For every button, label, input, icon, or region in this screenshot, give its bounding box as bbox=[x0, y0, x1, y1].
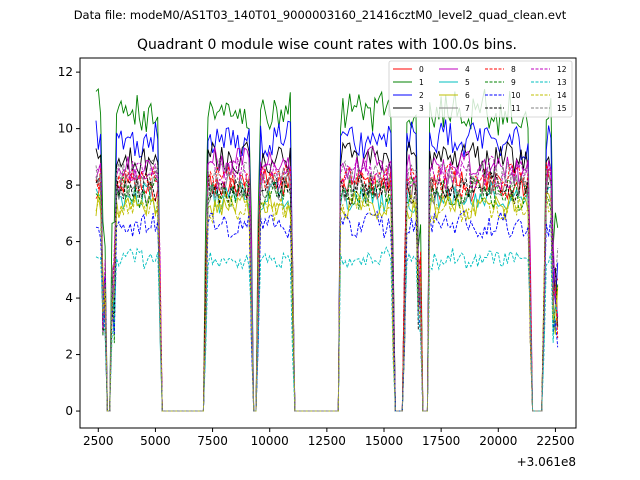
legend-label-10: 10 bbox=[511, 91, 521, 100]
x-offset-label: +3.061e8 bbox=[517, 455, 576, 469]
series-line-module-0 bbox=[95, 167, 559, 412]
legend-label-12: 12 bbox=[557, 65, 567, 74]
legend-label-14: 14 bbox=[557, 91, 567, 100]
series-line-module-11 bbox=[95, 170, 558, 412]
series-line-module-5 bbox=[95, 179, 558, 412]
axes-frame bbox=[79, 57, 577, 429]
series-line-module-15 bbox=[95, 157, 559, 412]
plot-area bbox=[79, 57, 577, 429]
legend-label-11: 11 bbox=[511, 104, 521, 113]
x-tick-label: 12500 bbox=[308, 434, 346, 448]
series-line-module-8 bbox=[95, 162, 559, 412]
series-layer bbox=[95, 87, 559, 412]
legend-label-8: 8 bbox=[511, 65, 516, 74]
y-tick-label: 2 bbox=[65, 348, 73, 362]
series-line-module-9 bbox=[95, 174, 559, 412]
y-axis: 0 2 4 6 8 10 12 bbox=[58, 65, 80, 418]
x-tick-label: 17500 bbox=[422, 434, 460, 448]
legend-label-2: 2 bbox=[419, 91, 424, 100]
y-tick-label: 8 bbox=[65, 178, 73, 192]
chart-title: Quadrant 0 module wise count rates with … bbox=[137, 37, 517, 53]
legend-label-3: 3 bbox=[419, 104, 424, 113]
y-tick-label: 10 bbox=[58, 122, 73, 136]
y-tick-label: 6 bbox=[65, 235, 73, 249]
series-line-module-7 bbox=[95, 171, 559, 412]
y-tick-label: 4 bbox=[65, 291, 73, 305]
y-tick-label: 12 bbox=[58, 65, 73, 79]
series-line-module-13 bbox=[95, 246, 559, 412]
x-tick-label: 22500 bbox=[536, 434, 574, 448]
legend-label-4: 4 bbox=[465, 65, 470, 74]
x-tick-label: 2500 bbox=[83, 434, 114, 448]
legend-label-15: 15 bbox=[557, 104, 567, 113]
series-line-module-1 bbox=[95, 87, 559, 412]
x-tick-label: 15000 bbox=[365, 434, 403, 448]
legend-label-1: 1 bbox=[419, 78, 424, 87]
x-tick-label: 20000 bbox=[479, 434, 517, 448]
x-tick-label: 10000 bbox=[251, 434, 289, 448]
legend-label-13: 13 bbox=[557, 78, 567, 87]
series-line-module-4 bbox=[95, 146, 559, 412]
x-tick-label: 5000 bbox=[140, 434, 171, 448]
series-line-module-10 bbox=[95, 210, 559, 412]
legend-frame bbox=[388, 60, 573, 118]
y-tick-label: 0 bbox=[65, 404, 73, 418]
legend-label-9: 9 bbox=[511, 78, 516, 87]
suptitle: Data file: modeM0/AS1T03_140T01_90000031… bbox=[74, 8, 567, 22]
legend-label-0: 0 bbox=[419, 65, 424, 74]
legend-label-5: 5 bbox=[465, 78, 470, 87]
legend-label-6: 6 bbox=[465, 91, 470, 100]
x-axis: 2500 5000 7500 10000 12500 15000 17500 20000 225… bbox=[83, 428, 575, 448]
x-tick-label: 7500 bbox=[197, 434, 228, 448]
legend-label-7: 7 bbox=[465, 104, 470, 113]
